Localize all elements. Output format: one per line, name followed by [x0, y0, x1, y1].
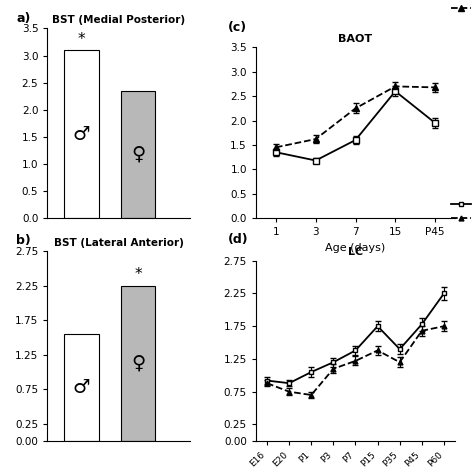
Text: ♂: ♂ [73, 378, 90, 397]
Text: ♀: ♀ [131, 145, 146, 164]
Legend: Female, Male: Female, Male [447, 0, 474, 17]
Title: BAOT: BAOT [338, 34, 373, 44]
Legend: Female, Male: Female, Male [447, 197, 474, 227]
Bar [64, 334, 99, 441]
Bar [64, 50, 99, 218]
Text: ♂: ♂ [73, 125, 90, 144]
Title: BST (Medial Posterior): BST (Medial Posterior) [52, 15, 185, 25]
Text: a): a) [16, 12, 30, 25]
Bar [121, 91, 155, 218]
X-axis label: Age (days): Age (days) [325, 243, 386, 253]
Text: ♀: ♀ [131, 354, 146, 373]
Title: LC: LC [348, 247, 363, 257]
Text: b): b) [16, 235, 31, 247]
Text: *: * [135, 267, 142, 282]
Bar [121, 286, 155, 441]
Text: (d): (d) [228, 233, 249, 246]
Text: (c): (c) [228, 21, 247, 34]
Text: *: * [78, 32, 85, 47]
Title: BST (Lateral Anterior): BST (Lateral Anterior) [54, 237, 183, 247]
